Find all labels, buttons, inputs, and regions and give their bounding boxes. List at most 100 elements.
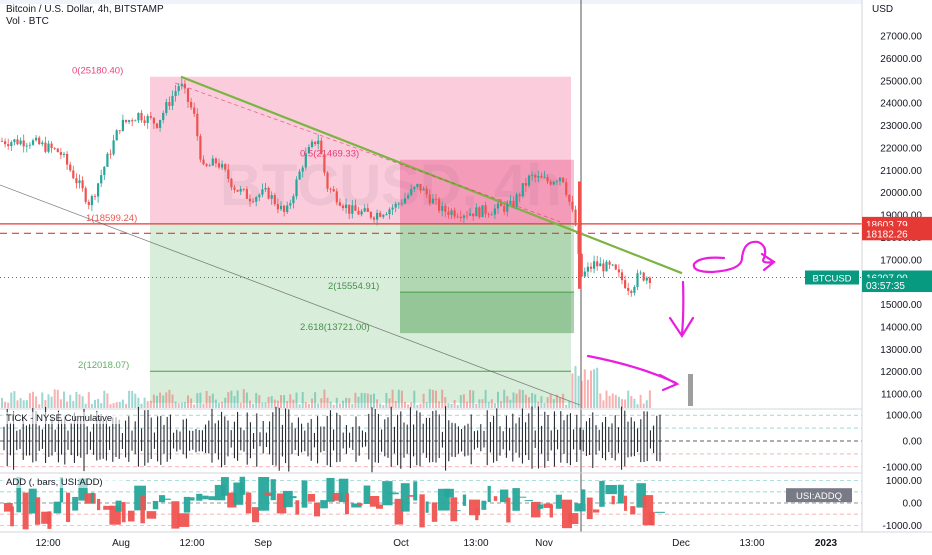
volume-bar (140, 403, 143, 408)
candle-body (307, 146, 310, 154)
symbol-badge: BTCUSD (812, 273, 851, 284)
candle-body (469, 213, 472, 216)
volume-bar (338, 403, 341, 408)
candle-body (298, 171, 301, 180)
candle-body (242, 188, 245, 190)
add-axis-label: -1000.00 (883, 521, 923, 532)
fib-label: 1(18599.24) (86, 213, 137, 224)
candle-body (512, 200, 515, 207)
volume-bar (239, 402, 242, 408)
volume-bar (100, 403, 103, 408)
candle-body (441, 205, 444, 211)
watermark: BTCUSD, 4h (220, 153, 562, 218)
volume-bar (639, 394, 642, 408)
volume-bar (481, 399, 484, 408)
volume-bar (521, 389, 524, 408)
volume-bar (19, 398, 22, 408)
candle-body (354, 205, 357, 211)
volume-bar (224, 397, 227, 408)
candle-body (524, 183, 527, 186)
candle-body (128, 120, 131, 122)
candle-body (580, 253, 583, 277)
volume-bar (611, 393, 614, 408)
candle-body (47, 143, 50, 152)
candle-body (605, 261, 608, 272)
volume-bar (264, 402, 267, 408)
candle-body (546, 177, 549, 182)
volume-bar (475, 403, 478, 408)
candle-body (534, 175, 537, 178)
price-badge-bg (862, 226, 932, 241)
candle-body (341, 205, 345, 209)
volume-bar (484, 389, 487, 408)
time-tick-label: 13:00 (463, 538, 488, 549)
candle-body (326, 172, 329, 189)
candle-body (515, 194, 518, 207)
candle-body (543, 177, 546, 178)
volume-bar (38, 404, 41, 408)
candle-body (648, 277, 651, 283)
add-bar (264, 492, 273, 496)
volume-bar (624, 399, 627, 408)
candle-body (593, 261, 596, 269)
tick-axis-label: 1000.00 (886, 411, 923, 422)
candle-body (385, 214, 388, 215)
candle-body (403, 198, 407, 204)
candle-body (540, 176, 543, 178)
volume-bar (555, 394, 558, 408)
candle-body (53, 148, 56, 149)
volume-bar (617, 396, 620, 408)
time-tick-label: 13:00 (739, 538, 764, 549)
volume-bar (636, 404, 639, 408)
add-bar (159, 495, 166, 503)
candle-body (208, 165, 211, 167)
time-tick-label: Oct (393, 538, 409, 549)
volume-bar (605, 390, 608, 408)
volume-bar (298, 404, 301, 408)
add-bar (475, 507, 479, 521)
volume-bar (13, 391, 16, 408)
candle-body (388, 209, 391, 215)
candle-body (56, 148, 59, 153)
volume-bar (69, 394, 72, 408)
candle-body (264, 187, 267, 190)
add-bar (351, 503, 362, 508)
candle-body (456, 216, 459, 218)
candle-body (112, 140, 115, 155)
volume-bar (543, 402, 546, 408)
price-tick-label: 22000.00 (880, 143, 922, 154)
volume-bar (16, 400, 19, 408)
volume-bar (47, 394, 50, 408)
downtrend-line (180, 75, 683, 275)
volume-bar (317, 403, 320, 408)
add-bar (425, 501, 429, 513)
add-bar (252, 507, 260, 523)
volume-bar (472, 390, 475, 408)
volume-bar (205, 390, 208, 408)
time-tick-label: 12:00 (35, 538, 60, 549)
candle-body (518, 194, 521, 197)
add-bar (270, 479, 276, 501)
volume-bar (292, 399, 295, 408)
candle-body (143, 120, 146, 124)
candle-body (434, 198, 438, 200)
inner-green-zone (400, 223, 574, 334)
volume-bar (28, 393, 31, 408)
candle-body (422, 188, 425, 191)
add-bar (146, 511, 157, 519)
candle-body (633, 286, 636, 293)
add-bar (469, 499, 481, 516)
candle-body (450, 210, 453, 215)
candle-body (233, 187, 236, 190)
volume-bar (1, 397, 3, 408)
tick-title-bg (2, 412, 124, 424)
volume-bar (500, 401, 503, 408)
price-tick-label: 12000.00 (880, 367, 922, 378)
volume-bar (438, 401, 441, 408)
candle-body (78, 180, 81, 184)
candle-body (109, 153, 112, 155)
volume-marker (688, 374, 693, 406)
